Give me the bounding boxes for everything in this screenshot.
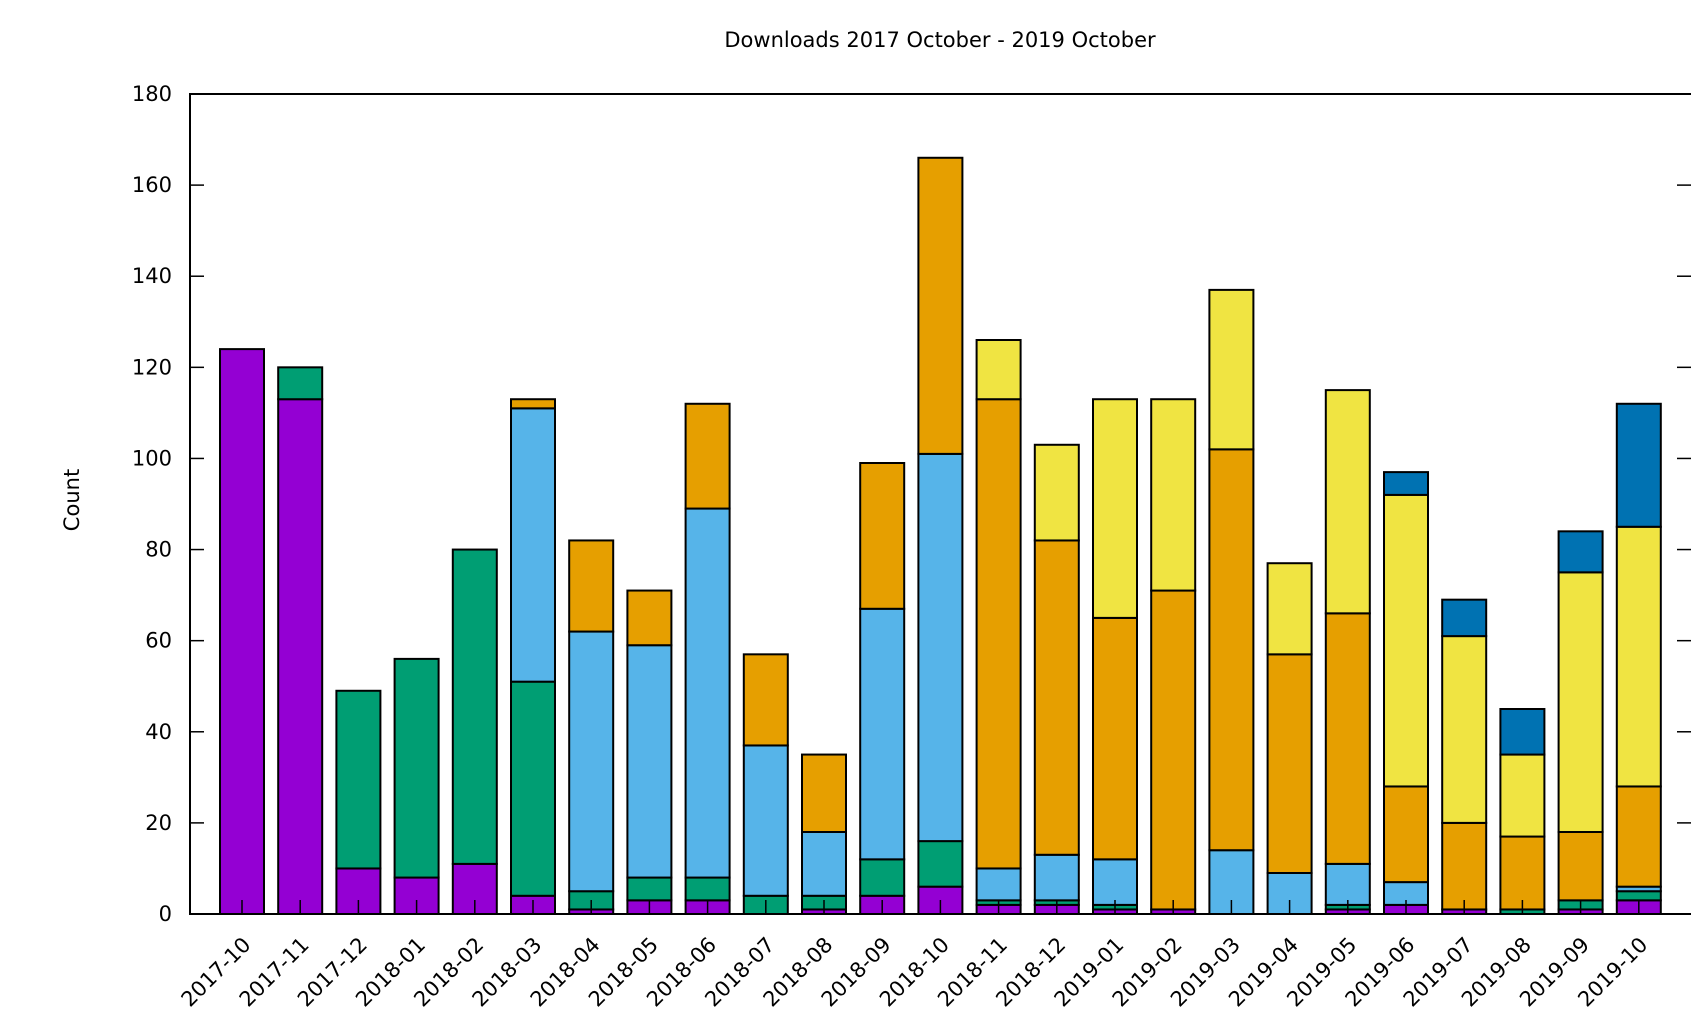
bar-segment-2018-03-s2 (510, 680, 556, 897)
bar-segment-2019-05-s4 (1324, 612, 1371, 865)
bar-segment-2019-08-s5 (1499, 753, 1546, 838)
bars-group (219, 156, 1662, 916)
bar-segment-2018-06-s3 (684, 507, 731, 879)
chart-title: Downloads 2017 October - 2019 October (724, 28, 1156, 52)
bar-segment-2019-09-s4 (1557, 831, 1604, 902)
bar-segment-2019-04-s5 (1266, 562, 1313, 656)
bar-segment-2019-08-s6 (1499, 708, 1546, 756)
bar-segment-2019-06-s5 (1383, 493, 1429, 788)
bar-segment-2018-06-s2 (684, 876, 731, 902)
bar-segment-2018-11-s3 (975, 867, 1022, 902)
bar-segment-2017-11-s1 (277, 398, 324, 915)
bar-segment-2018-03-s4 (510, 398, 556, 410)
y-tick-label: 0 (159, 902, 172, 926)
bar-segment-2019-03-s4 (1208, 448, 1255, 852)
bar-segment-2018-12-s4 (1033, 539, 1080, 856)
bar-segment-2018-05-s2 (626, 876, 673, 902)
bar-segment-2019-07-s6 (1441, 598, 1488, 638)
bar-segment-2018-05-s4 (626, 589, 673, 647)
bar-segment-2019-02-s4 (1150, 589, 1197, 911)
bar-segment-2017-10-s1 (219, 348, 265, 916)
bar-segment-2018-12-s3 (1033, 853, 1080, 902)
bar-segment-2017-12-s2 (335, 689, 382, 870)
bar-segment-2019-05-s3 (1324, 862, 1371, 906)
bar-segment-2018-10-s4 (917, 156, 964, 455)
bar-segment-2019-10-s2 (1615, 890, 1662, 902)
bar-segment-2019-01-s3 (1092, 858, 1138, 906)
bar-segment-2018-05-s3 (626, 644, 673, 879)
bar-segment-2017-11-s2 (277, 366, 324, 401)
y-tick-label: 140 (132, 264, 172, 288)
bar-segment-2019-07-s4 (1441, 821, 1488, 911)
bar-segment-2019-09-s5 (1557, 571, 1604, 833)
bar-segment-2019-01-s4 (1092, 616, 1138, 861)
bar-segment-2018-03-s3 (510, 407, 556, 683)
y-tick-label: 40 (145, 720, 172, 744)
bar-segment-2018-09-s3 (859, 607, 906, 861)
bar-segment-2019-07-s5 (1441, 635, 1488, 824)
bar-segment-2018-08-s4 (801, 753, 847, 833)
bar-segment-2018-11-s4 (975, 398, 1022, 870)
bar-segment-2019-10-s6 (1615, 402, 1662, 528)
bar-segment-2019-02-s5 (1150, 398, 1197, 592)
bar-segment-2019-01-s5 (1092, 398, 1138, 619)
bar-segment-2019-03-s5 (1208, 288, 1255, 451)
bar-segment-2019-09-s6 (1557, 530, 1604, 574)
y-tick-label: 160 (132, 173, 172, 197)
x-axis-ticks: 2017-102017-112017-122018-012018-022018-… (177, 900, 1652, 1009)
bar-segment-2019-08-s4 (1499, 835, 1546, 911)
bar-segment-2019-10-s5 (1615, 525, 1662, 788)
bar-segment-2018-11-s5 (975, 339, 1022, 401)
bar-segment-2018-08-s3 (801, 831, 847, 897)
bar-segment-2018-12-s5 (1033, 443, 1080, 542)
bar-segment-2019-06-s6 (1383, 471, 1429, 496)
bar-segment-2018-07-s4 (742, 653, 789, 747)
y-axis-ticks: 0 20 40 60 80 100 120 140 160 180 (132, 82, 1691, 926)
bar-segment-2018-10-s3 (917, 452, 964, 843)
bar-segment-2018-06-s4 (684, 402, 731, 510)
bar-segment-2019-04-s4 (1266, 653, 1313, 874)
y-tick-label: 80 (145, 538, 172, 562)
bar-segment-2019-05-s5 (1324, 389, 1371, 615)
y-tick-label: 60 (145, 629, 172, 653)
bar-segment-2018-02-s2 (451, 548, 498, 865)
bar-segment-2018-09-s2 (859, 858, 906, 897)
bar-segment-2018-04-s4 (568, 539, 615, 633)
bar-segment-2019-06-s4 (1383, 785, 1429, 884)
bar-segment-2018-09-s4 (859, 462, 906, 610)
y-tick-label: 20 (145, 811, 172, 835)
bar-segment-2018-04-s3 (568, 630, 615, 893)
bar-segment-2018-07-s3 (742, 744, 789, 897)
bar-segment-2019-10-s4 (1615, 785, 1662, 888)
bar-segment-2018-10-s2 (917, 840, 964, 888)
y-axis-label: Count (60, 469, 84, 531)
bar-segment-2018-01-s2 (393, 657, 440, 879)
y-tick-label: 180 (132, 82, 172, 106)
y-tick-label: 120 (132, 355, 172, 379)
y-tick-label: 100 (132, 446, 172, 470)
